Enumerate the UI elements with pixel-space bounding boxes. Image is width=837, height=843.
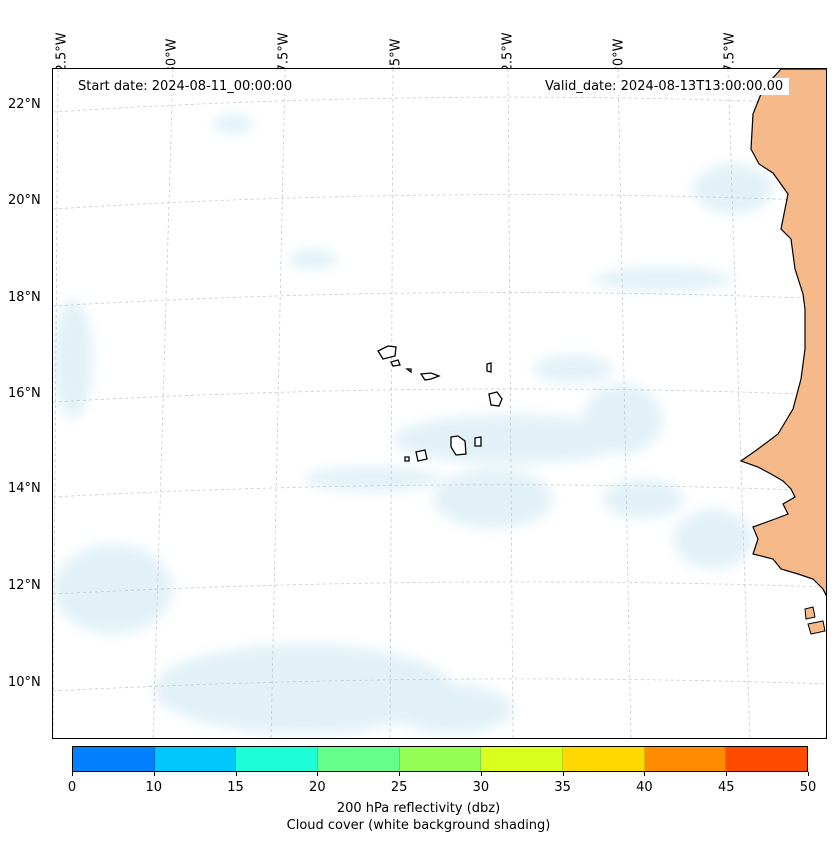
- colorbar-segment: [726, 747, 808, 771]
- cape-verde-islands: [377, 345, 503, 462]
- colorbar-segment: [399, 747, 482, 771]
- lon-label-20w: 20°W: [611, 38, 627, 75]
- colorbar-segment: [481, 747, 564, 771]
- lon-label-17-5w: 17.5°W: [722, 32, 738, 81]
- colorbar-tick-label: 25: [390, 780, 408, 795]
- colorbar-sublabel: Cloud cover (white background shading): [286, 818, 551, 833]
- colorbar-tick-label: 15: [227, 780, 244, 795]
- colorbar-tick: [317, 772, 319, 776]
- africa-landmass: [739, 69, 826, 597]
- colorbar-tick: [644, 772, 646, 776]
- colorbar-segment: [318, 747, 400, 771]
- lon-label-27-5w: 27.5°W: [276, 32, 292, 81]
- colorbar: [72, 746, 808, 772]
- colorbar-tick: [235, 772, 237, 776]
- lat-label-22n: 22°N: [8, 97, 41, 112]
- colorbar-tick-label: 20: [309, 780, 326, 795]
- colorbar-segment: [73, 747, 155, 771]
- lon-label-32-5w: 32.5°W: [54, 32, 70, 81]
- lat-label-16n: 16°N: [8, 386, 41, 401]
- valid-date-label: Valid_date: 2024-08-13T13:00:00.00: [539, 78, 790, 95]
- colorbar-tick-label: 30: [472, 780, 490, 795]
- colorbar-segment: [236, 747, 319, 771]
- coast-islands: [804, 606, 826, 635]
- colorbar-tick-label: 10: [145, 780, 163, 795]
- colorbar-tick: [562, 772, 564, 776]
- lat-label-12n: 12°N: [8, 578, 41, 593]
- colorbar-tick: [808, 772, 809, 776]
- colorbar-tick: [480, 772, 482, 776]
- graticule: [53, 69, 826, 738]
- colorbar-tick-label: 45: [717, 780, 735, 795]
- map-panel[interactable]: [52, 68, 827, 739]
- colorbar-tick-label: 40: [636, 780, 653, 795]
- colorbar-segment: [154, 747, 237, 771]
- map-canvas: [53, 69, 826, 738]
- cloud-cover-shading: [53, 114, 773, 734]
- colorbar-segment: [644, 747, 727, 771]
- lon-label-22-5w: 22.5°W: [500, 32, 516, 81]
- lat-label-14n: 14°N: [8, 481, 41, 496]
- colorbar-label: 200 hPa reflectivity (dbz): [336, 801, 501, 816]
- colorbar-tick: [72, 772, 73, 776]
- colorbar-tick: [153, 772, 155, 776]
- colorbar-tick-label: 0: [67, 780, 77, 795]
- lat-label-20n: 20°N: [8, 193, 41, 208]
- start-date-label: Start date: 2024-08-11_00:00:00: [72, 78, 299, 95]
- colorbar-tick-label: 50: [799, 780, 817, 795]
- lat-label-18n: 18°N: [8, 290, 41, 305]
- lon-label-25w: 25°W: [388, 38, 404, 75]
- colorbar-tick: [399, 772, 401, 776]
- colorbar-segment: [563, 747, 645, 771]
- lat-label-10n: 10°N: [8, 675, 41, 690]
- colorbar-tick: [726, 772, 728, 776]
- lon-label-30w: 30°W: [164, 38, 180, 75]
- colorbar-tick-label: 35: [554, 780, 571, 795]
